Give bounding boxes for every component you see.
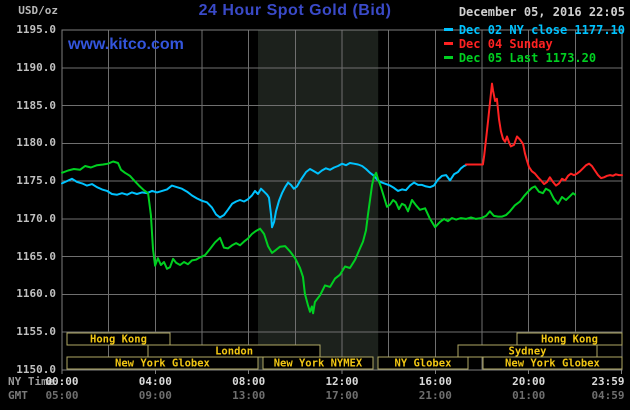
session-label: NY Globex (395, 358, 453, 370)
legend-dash-icon (443, 41, 453, 45)
y-axis-tick-label: 1185.0 (16, 98, 56, 112)
page-title: 24 Hour Spot Gold (Bid) (198, 2, 392, 19)
session-label: London (215, 346, 253, 358)
legend-label: Dec 02 NY close 1177.10 (458, 23, 625, 37)
series-line-dec05-last (61, 160, 577, 315)
legend-item-dec02: Dec 02 NY close 1177.10 (443, 23, 625, 37)
session-label: New York Globex (115, 358, 211, 370)
x-tick-label-gmt: 13:00 (232, 389, 266, 402)
session-label: Sydney (509, 346, 548, 358)
session-box (66, 356, 259, 370)
legend: Dec 02 NY close 1177.10 Dec 04 Sunday De… (443, 23, 625, 65)
x-tick-label-ny: 16:00 (418, 375, 452, 388)
session-label: Hong Kong (541, 334, 598, 346)
x-tick-label-gmt: 01:00 (512, 389, 546, 402)
y-axis-tick-label: 1190.0 (16, 60, 56, 74)
x-axis-gmt-label: GMT (8, 389, 28, 402)
y-axis-tick-label: 1150.0 (16, 363, 56, 376)
x-tick-label-gmt: 09:00 (138, 389, 172, 402)
session-box (377, 356, 469, 370)
x-tick-label-gmt: 05:00 (45, 389, 79, 402)
y-axis-tick-label: 1180.0 (16, 136, 56, 150)
kitco-watermark[interactable]: www.kitco.com (68, 36, 184, 53)
session-label: New York Globex (505, 358, 601, 370)
x-axis-ny-time-label: NY Time (8, 375, 55, 388)
y-axis-tick-label: 1155.0 (16, 325, 56, 339)
y-axis-tick-label: 1170.0 (16, 211, 56, 225)
nymex-session-shade (258, 30, 379, 370)
legend-item-dec05: Dec 05 Last 1173.20 (443, 51, 625, 65)
y-axis-tick-label: 1195.0 (16, 23, 56, 36)
x-tick-label-ny: 20:00 (512, 375, 546, 388)
legend-dash-icon (443, 27, 453, 31)
y-axis-tick-label: 1160.0 (16, 287, 56, 301)
legend-label: Dec 05 Last 1173.20 (458, 51, 597, 65)
series-line-dec04-sunday (464, 82, 623, 187)
chart-datetime: December 05, 2016 22:05 (458, 5, 625, 19)
legend-dash-icon (443, 55, 453, 59)
series-line-dec02-ny-close (61, 162, 467, 229)
x-tick-label-ny: 23:59 (591, 375, 625, 388)
legend-label: Dec 04 Sunday (458, 37, 553, 51)
session-label: Hong Kong (90, 334, 147, 346)
legend-item-dec04: Dec 04 Sunday (443, 37, 625, 51)
y-axis-tick-label: 1165.0 (16, 249, 56, 263)
x-tick-label-ny: 04:00 (138, 375, 172, 388)
x-tick-label-ny: 12:00 (325, 375, 359, 388)
session-box (262, 356, 374, 370)
session-label: New York NYMEX (274, 358, 363, 370)
x-tick-label-gmt: 21:00 (418, 389, 452, 402)
y-axis-tick-label: 1175.0 (16, 174, 56, 188)
session-box (482, 356, 623, 370)
x-tick-label-gmt: 04:59 (591, 389, 625, 402)
y-axis-unit-label: USD/oz (18, 4, 58, 17)
x-tick-label-ny: 00:00 (45, 375, 79, 388)
x-tick-label-gmt: 17:00 (325, 389, 359, 402)
x-tick-label-ny: 08:00 (232, 375, 266, 388)
session-box (66, 332, 171, 346)
